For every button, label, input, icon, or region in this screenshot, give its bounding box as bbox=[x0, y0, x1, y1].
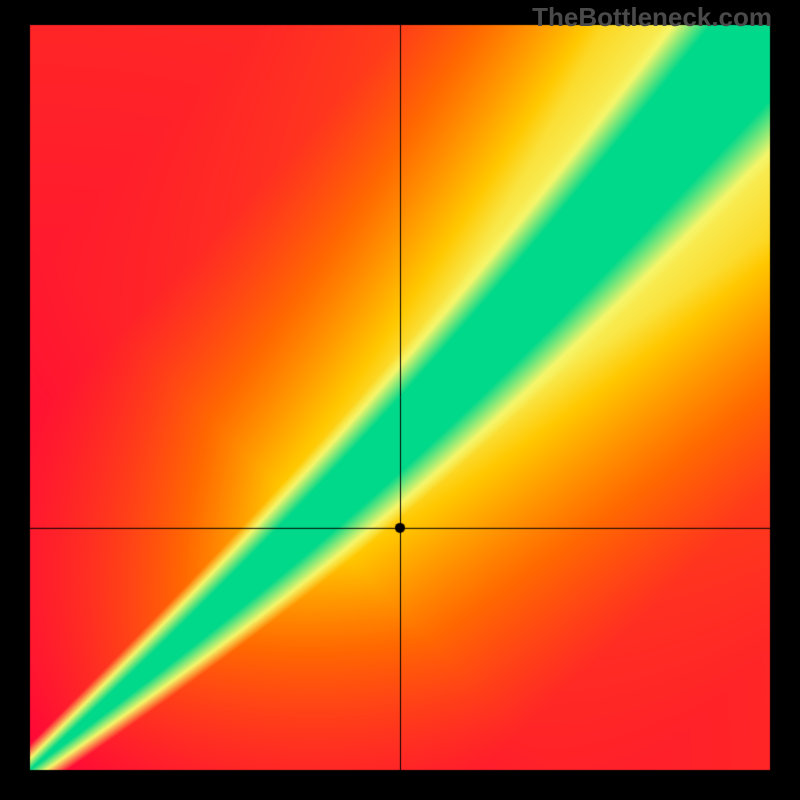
chart-container: TheBottleneck.com bbox=[0, 0, 800, 800]
bottleneck-heatmap bbox=[0, 0, 800, 800]
attribution-label: TheBottleneck.com bbox=[532, 2, 772, 33]
